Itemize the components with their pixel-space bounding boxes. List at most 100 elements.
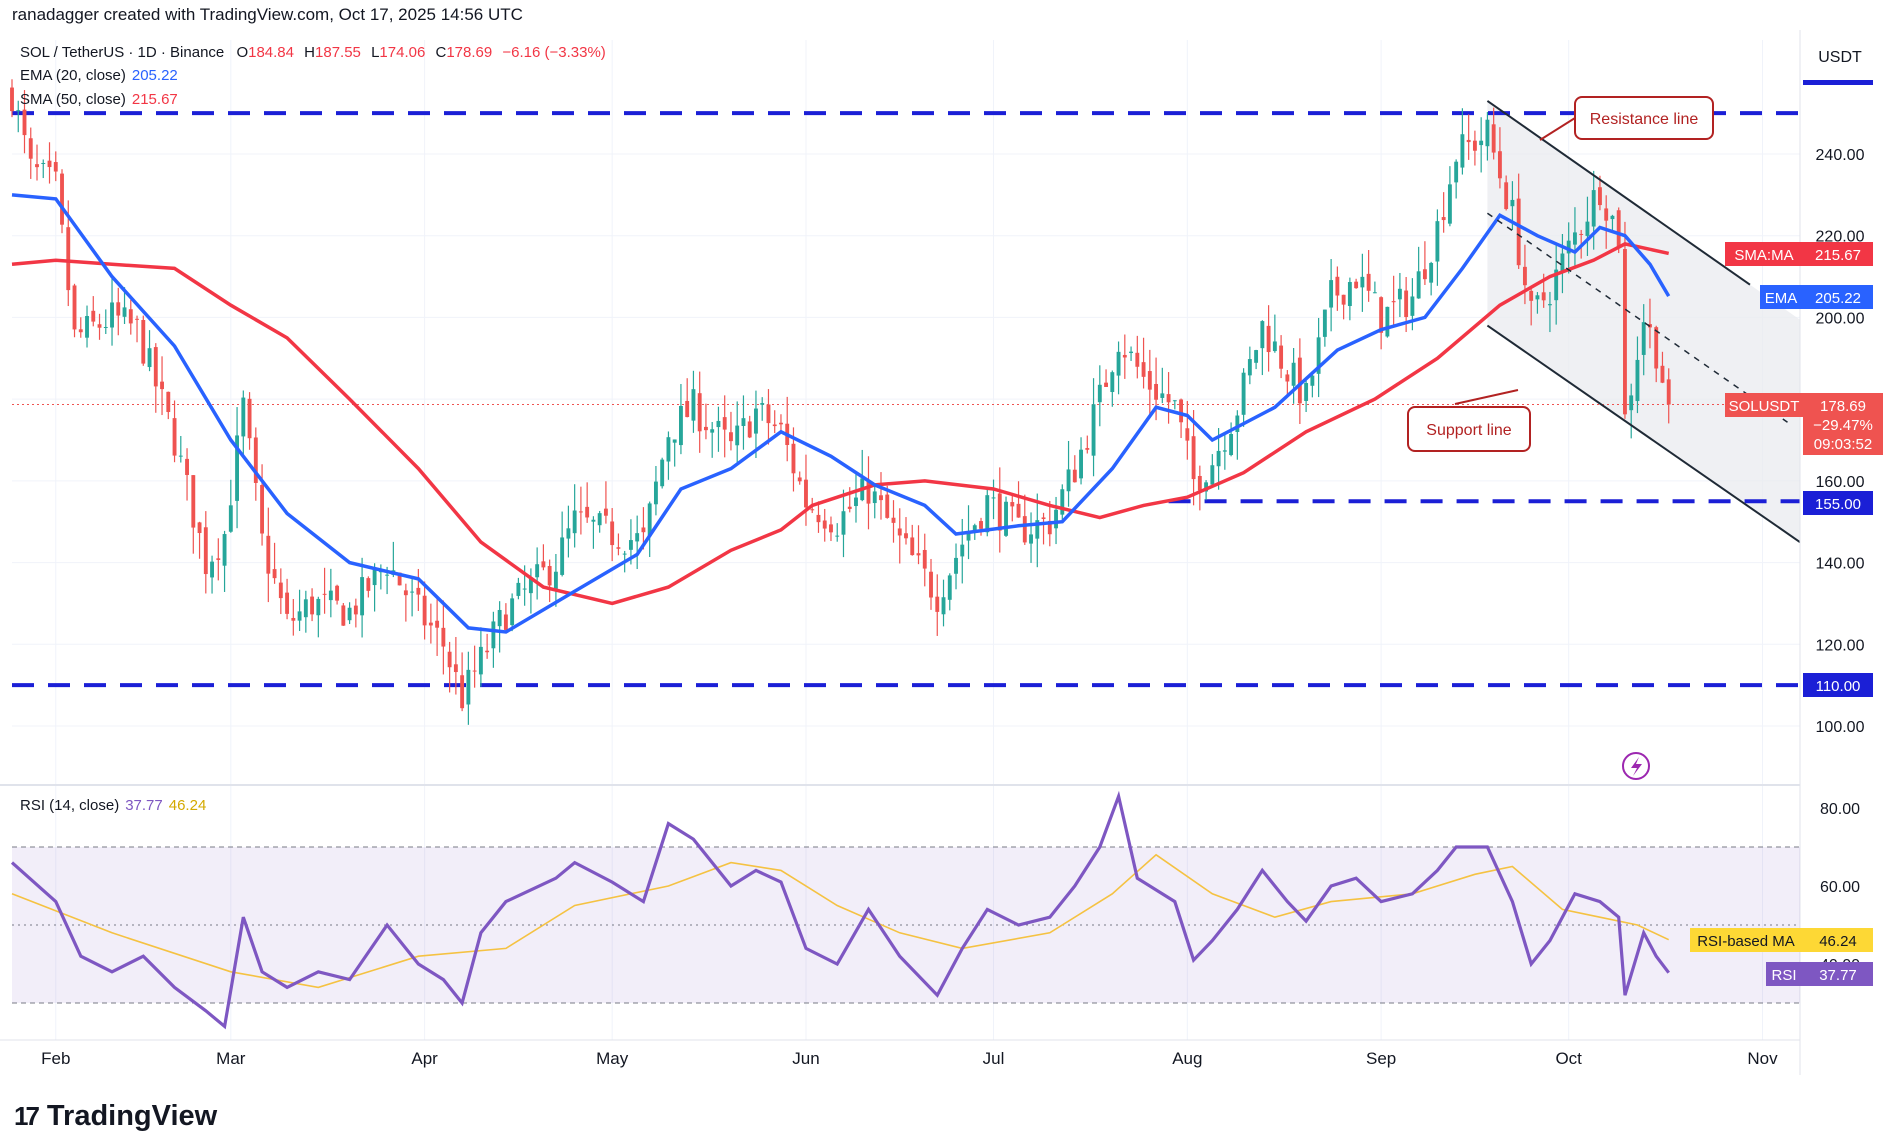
candle (1366, 250, 1371, 302)
candle (435, 596, 440, 656)
low-value: 174.06 (379, 44, 426, 61)
candle (185, 448, 189, 501)
candle (91, 296, 96, 327)
candle (1504, 175, 1509, 211)
price-tick-label: 220.00 (1816, 229, 1865, 246)
candle (178, 435, 183, 463)
candle (1447, 166, 1452, 227)
candle (1623, 221, 1627, 419)
candle (1572, 207, 1577, 266)
candle (447, 641, 452, 693)
candle (1147, 349, 1152, 417)
month-tick-label: Aug (1172, 1049, 1202, 1068)
candle (1654, 325, 1659, 383)
month-tick-label: Feb (41, 1049, 70, 1068)
candle (353, 598, 358, 628)
rsi-tag: RSI 37.77 (1766, 962, 1873, 986)
candle (1060, 484, 1065, 520)
resistance-callout-pointer (1539, 117, 1576, 141)
candle (297, 589, 302, 631)
candle (1341, 294, 1346, 320)
ema-legend[interactable]: EMA (20, close) 205.22 (20, 67, 178, 84)
candle (516, 577, 521, 600)
candle (253, 427, 258, 501)
candle (1160, 367, 1165, 404)
candle (372, 563, 377, 612)
svg-text:−29.47%: −29.47% (1813, 417, 1873, 434)
candle (235, 407, 240, 529)
candle (328, 568, 333, 618)
candle (216, 538, 221, 581)
candle (822, 508, 827, 542)
candle (28, 127, 33, 179)
candle (260, 464, 265, 546)
open-label: O (236, 44, 249, 61)
rsi-ma-line (11, 853, 1670, 989)
candle (166, 391, 171, 420)
candle (460, 652, 465, 712)
candle (1335, 266, 1340, 311)
candle (41, 159, 46, 179)
candle (1260, 320, 1265, 376)
rsi-legend[interactable]: RSI (14, close) 37.77 46.24 (20, 797, 206, 814)
candle (1472, 130, 1477, 166)
candle (729, 411, 733, 451)
candle (241, 390, 246, 458)
candle (47, 142, 52, 184)
resistance-callout-label: Resistance line (1590, 111, 1699, 128)
candle (222, 530, 227, 592)
candle (410, 579, 415, 617)
candle (403, 583, 408, 622)
candle (478, 627, 483, 687)
rsi-ma-legend-value: 46.24 (168, 797, 207, 814)
candle (1391, 275, 1396, 326)
candle (1247, 346, 1252, 385)
lightning-icon[interactable] (1622, 752, 1650, 780)
candle (1041, 512, 1046, 545)
price-tick-label: 200.00 (1816, 310, 1865, 327)
candle (1222, 433, 1227, 470)
close-value: 178.69 (446, 44, 493, 61)
sma-legend-label: SMA (50, close) (20, 91, 126, 108)
month-tick-label: Oct (1555, 1049, 1582, 1068)
symbol-legend[interactable]: SOL / TetherUS · 1D · Binance O184.84 H1… (20, 44, 606, 61)
candle (1591, 170, 1596, 250)
svg-text:46.24: 46.24 (1819, 933, 1857, 950)
candle (960, 518, 965, 584)
candle (491, 611, 496, 668)
candle (1360, 253, 1365, 312)
candle (1522, 244, 1527, 305)
candle (1347, 277, 1352, 321)
candle (1010, 494, 1015, 522)
price-tick-label: 240.00 (1816, 147, 1865, 164)
candle (291, 599, 296, 636)
candle (797, 471, 802, 485)
candle (1254, 349, 1259, 370)
candle (103, 309, 108, 334)
svg-text:37.77: 37.77 (1819, 967, 1857, 984)
low-label: L (371, 44, 380, 61)
candle (1397, 272, 1402, 318)
candle (1372, 281, 1377, 294)
support-callout-label: Support line (1426, 422, 1511, 439)
candle (1079, 437, 1083, 485)
candle (1466, 114, 1471, 160)
candle (1191, 410, 1196, 506)
candle (485, 633, 490, 659)
svg-text:RSI: RSI (1771, 967, 1796, 984)
candle (829, 516, 833, 542)
candle (835, 523, 840, 542)
sma-legend[interactable]: SMA (50, close) 215.67 (20, 91, 178, 108)
candle (1291, 348, 1296, 404)
ema-legend-label: EMA (20, close) (20, 67, 126, 84)
candle (1210, 454, 1215, 485)
candle (635, 515, 640, 570)
candle (1091, 378, 1096, 477)
price-tick-label: 100.00 (1816, 719, 1865, 736)
month-tick-label: Mar (216, 1049, 246, 1068)
candle (1097, 365, 1102, 427)
candle (1454, 159, 1459, 199)
candle (766, 389, 771, 445)
candle (1266, 305, 1271, 372)
candle (422, 581, 427, 640)
